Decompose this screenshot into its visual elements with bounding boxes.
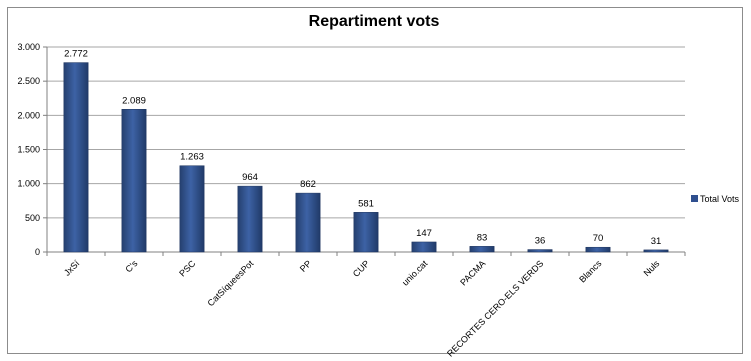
bar — [179, 165, 205, 253]
data-label: 581 — [358, 198, 374, 209]
y-tick-label: 500 — [25, 213, 40, 223]
y-tick-label: 0 — [35, 247, 40, 257]
data-label: 862 — [300, 179, 316, 190]
chart-title: Repartiment vots — [309, 13, 440, 30]
bar — [527, 249, 553, 253]
data-label: 964 — [242, 172, 258, 183]
x-category-label: PP — [298, 258, 314, 274]
legend: Total Vots — [691, 194, 740, 204]
x-category-label: RECORTES CERO-ELS VERDS — [445, 258, 545, 358]
x-category-label: Blancs — [577, 258, 604, 285]
x-category-label: CatSíqueesPot — [206, 258, 256, 308]
x-category-label: C's — [123, 258, 139, 274]
data-label: 36 — [535, 236, 546, 247]
bar — [585, 246, 611, 253]
bar — [411, 241, 437, 253]
bar — [469, 246, 495, 253]
y-tick-label: 1.000 — [17, 179, 40, 189]
bars — [63, 62, 669, 253]
data-label: 1.263 — [180, 152, 204, 163]
bar — [353, 212, 379, 253]
legend-label: Total Vots — [700, 194, 740, 204]
x-category-label: unio.cat — [400, 258, 430, 288]
y-tick-label: 2.500 — [17, 76, 40, 86]
data-label: 83 — [477, 232, 488, 243]
x-category-label: PACMA — [458, 258, 487, 287]
data-label: 31 — [651, 236, 662, 247]
y-tick-label: 3.000 — [17, 42, 40, 52]
y-tick-label: 2.000 — [17, 110, 40, 120]
data-label: 2.772 — [64, 49, 88, 60]
x-category-label: PSC — [177, 258, 198, 279]
bar — [121, 109, 147, 253]
data-label: 2.089 — [122, 95, 146, 106]
x-axis-categories: JxSí C's PSC CatSíqueesPot PP CUP unio.cat PACM… — [62, 258, 662, 359]
y-tick-label: 1.500 — [17, 145, 40, 155]
bar — [295, 192, 321, 253]
bar — [237, 185, 263, 253]
y-axis-ticks: 0 500 1.000 1.500 2.000 2.500 3.000 — [17, 42, 40, 257]
data-label: 147 — [416, 228, 432, 239]
legend-swatch — [691, 195, 698, 202]
data-label: 70 — [593, 233, 604, 244]
x-category-label: CUP — [351, 258, 372, 279]
x-category-label: Nuls — [642, 258, 662, 278]
gridlines — [43, 46, 686, 256]
bar — [63, 62, 89, 253]
bar — [643, 249, 669, 253]
x-category-label: JxSí — [62, 258, 82, 278]
data-labels: 2.772 2.089 1.263 964 862 581 147 83 36 70 31 — [64, 49, 661, 247]
